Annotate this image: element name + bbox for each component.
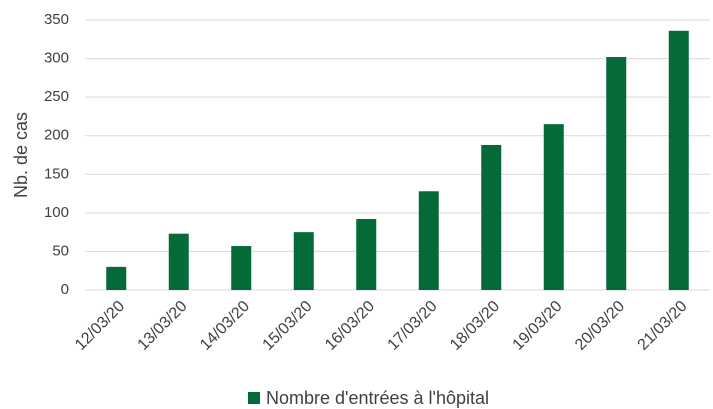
bar bbox=[356, 219, 377, 290]
y-tick-label: 200 bbox=[44, 127, 69, 144]
x-tick-label: 21/03/20 bbox=[635, 298, 691, 354]
legend-swatch bbox=[248, 392, 260, 404]
y-tick-label: 150 bbox=[44, 165, 69, 182]
bar bbox=[293, 232, 314, 290]
y-axis-label: Nb. de cas bbox=[11, 112, 31, 198]
bar bbox=[668, 30, 689, 291]
bar bbox=[543, 124, 564, 291]
x-tick-label: 17/03/20 bbox=[385, 298, 441, 354]
legend-label: Nombre d'entrées à l'hôpital bbox=[266, 388, 489, 408]
bar bbox=[418, 191, 439, 290]
bar bbox=[231, 246, 252, 290]
y-tick-label: 0 bbox=[61, 281, 69, 298]
x-tick-label: 16/03/20 bbox=[322, 298, 378, 354]
y-tick-label: 350 bbox=[44, 11, 69, 28]
bar bbox=[106, 266, 127, 290]
y-tick-label: 250 bbox=[44, 88, 69, 105]
x-tick-label: 20/03/20 bbox=[572, 298, 628, 354]
x-tick-label: 14/03/20 bbox=[197, 298, 253, 354]
x-tick-label: 15/03/20 bbox=[260, 298, 316, 354]
x-tick-label: 13/03/20 bbox=[135, 298, 191, 354]
bar bbox=[168, 233, 189, 290]
x-tick-label: 19/03/20 bbox=[510, 298, 566, 354]
y-tick-label: 50 bbox=[52, 242, 69, 259]
y-tick-label: 300 bbox=[44, 50, 69, 67]
y-tick-label: 100 bbox=[44, 204, 69, 221]
x-tick-label: 18/03/20 bbox=[447, 298, 503, 354]
x-tick-label: 12/03/20 bbox=[72, 298, 128, 354]
bar bbox=[481, 144, 502, 290]
bar bbox=[606, 57, 627, 291]
